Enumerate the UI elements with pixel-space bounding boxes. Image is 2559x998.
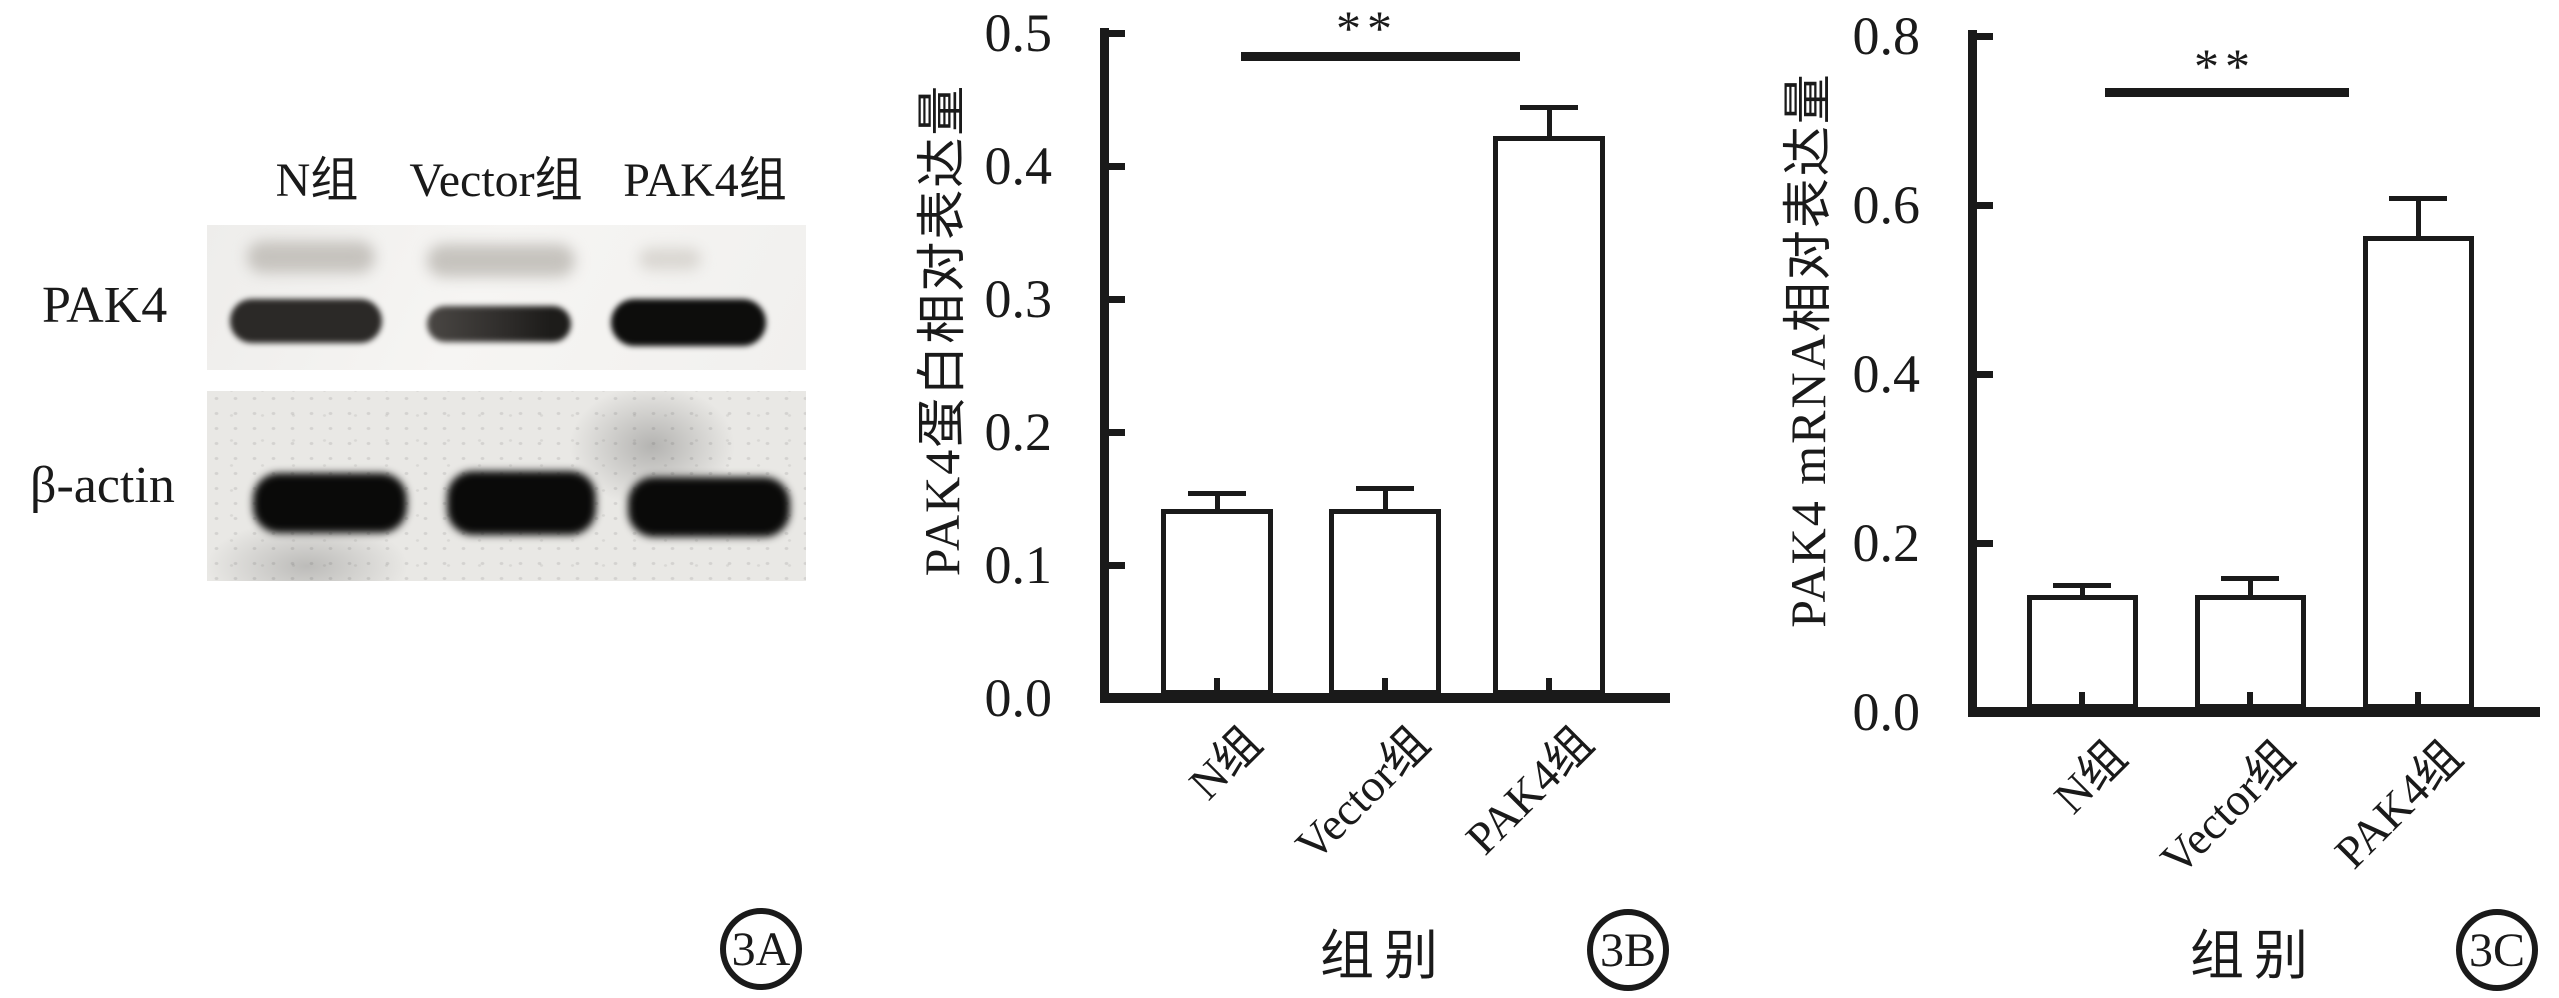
beta-actin-band xyxy=(447,471,596,535)
significance-line-3b xyxy=(1241,52,1520,61)
beta-actin-band xyxy=(253,473,407,533)
panel-tag-3a-text: 3A xyxy=(731,922,791,976)
bar-3c xyxy=(2362,236,2474,709)
pak4-ghost-band xyxy=(247,241,375,273)
x-tick-label-3b: Vector组 xyxy=(1285,717,1440,871)
bar-3c xyxy=(2194,595,2306,709)
y-tick-label-3c: 0.8 xyxy=(1852,6,1921,66)
pak4-band xyxy=(230,299,382,343)
beta-actin-row-label: β-actin xyxy=(30,457,175,514)
y-tick-label-3c: 0.2 xyxy=(1852,513,1921,573)
x-tick-label-3b: PAK4组 xyxy=(1456,717,1604,864)
y-tick-label-3b: 0.5 xyxy=(984,3,1053,63)
pak4-band xyxy=(427,306,571,342)
x-tick-label-3c: N组 xyxy=(2043,731,2137,824)
y-tick-3c xyxy=(1977,371,1993,378)
x-axis-line-3b xyxy=(1100,693,1670,703)
y-tick-label-3b: 0.3 xyxy=(984,269,1053,329)
error-bar-cap-3c xyxy=(2221,576,2279,581)
significance-line-3c xyxy=(2105,88,2349,97)
y-tick-3b xyxy=(1109,429,1125,436)
y-tick-3c xyxy=(1977,540,1993,547)
error-bar-cap-3c xyxy=(2389,196,2447,201)
bar-3b xyxy=(1161,509,1273,695)
error-bar-cap-3c xyxy=(2053,583,2111,588)
error-bar-stem-3b xyxy=(1215,493,1220,509)
y-tick-label-3b: 0.2 xyxy=(984,402,1053,462)
panel-tag-3c: 3C xyxy=(2456,909,2538,991)
x-tick-3c xyxy=(2079,692,2085,707)
error-bar-stem-3b xyxy=(1547,107,1552,136)
panel-tag-3a: 3A xyxy=(720,908,802,990)
error-bar-cap-3b xyxy=(1356,486,1414,491)
pak4-row-label: PAK4 xyxy=(42,277,168,334)
significance-stars-3b: ** xyxy=(1336,0,1398,56)
pak4-band xyxy=(611,299,766,346)
bar-3b xyxy=(1329,509,1441,695)
y-tick-label-3b: 0.1 xyxy=(984,535,1053,595)
x-tick-3b xyxy=(1546,678,1552,693)
x-tick-label-3c: Vector组 xyxy=(2150,731,2305,885)
y-tick-3b xyxy=(1109,30,1125,37)
y-tick-label-3b: 0.0 xyxy=(984,668,1053,728)
y-axis-title-3c: PAK4 mRNA相对表达量 xyxy=(1780,72,1836,628)
y-tick-label-3c: 0.0 xyxy=(1852,682,1921,742)
error-bar-stem-3b xyxy=(1383,488,1388,509)
y-tick-3c xyxy=(1977,33,1993,40)
error-bar-stem-3c xyxy=(2248,578,2253,595)
x-axis-title-3b: 组别 xyxy=(1320,926,1448,986)
error-bar-cap-3b xyxy=(1188,491,1246,496)
x-tick-3c xyxy=(2415,692,2421,707)
panel-tag-3b: 3B xyxy=(1587,909,1669,991)
x-tick-3b xyxy=(1382,678,1388,693)
y-tick-label-3c: 0.4 xyxy=(1852,344,1921,404)
pak4-blot-image xyxy=(207,225,806,370)
x-axis-line-3c xyxy=(1968,707,2540,717)
beta-actin-blot-image xyxy=(207,391,806,581)
error-bar-stem-3c xyxy=(2080,585,2085,595)
error-bar-cap-3b xyxy=(1520,105,1578,110)
y-axis-line-3b xyxy=(1100,28,1109,703)
bar-3b xyxy=(1493,136,1605,695)
x-tick-label-3b: N组 xyxy=(1178,717,1272,810)
y-tick-3b xyxy=(1109,296,1125,303)
x-axis-title-3c: 组别 xyxy=(2190,926,2318,986)
y-tick-label-3b: 0.4 xyxy=(984,136,1053,196)
y-tick-3b xyxy=(1109,562,1125,569)
pak4-ghost-band xyxy=(639,248,701,270)
blot-lane-label-n: N组 xyxy=(275,154,359,207)
blot-lane-label-vector: Vector组 xyxy=(409,154,583,207)
x-tick-3b xyxy=(1214,678,1220,693)
y-tick-3c xyxy=(1977,202,1993,209)
error-bar-stem-3c xyxy=(2416,198,2421,236)
beta-actin-band xyxy=(628,477,790,537)
y-axis-line-3c xyxy=(1968,30,1977,717)
x-tick-label-3c: PAK4组 xyxy=(2325,731,2473,878)
y-tick-label-3c: 0.6 xyxy=(1852,175,1921,235)
x-tick-3c xyxy=(2247,692,2253,707)
blot-lane-label-pak4: PAK4组 xyxy=(623,154,787,207)
significance-stars-3c: ** xyxy=(2194,38,2256,94)
pak4-ghost-band xyxy=(427,244,575,277)
y-tick-3b xyxy=(1109,163,1125,170)
